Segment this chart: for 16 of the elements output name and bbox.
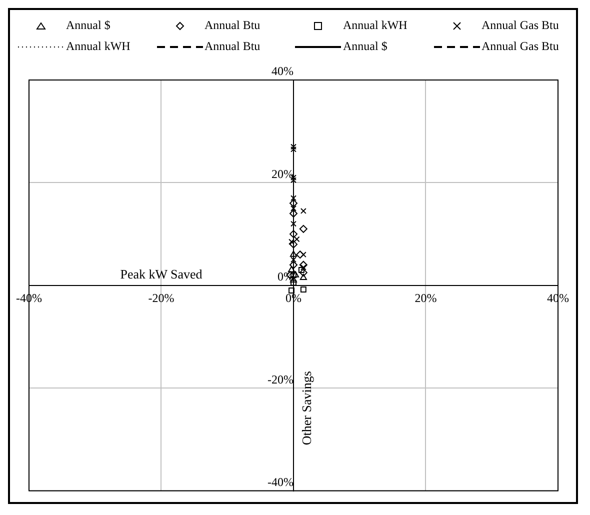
y-axis-title: Other Savings bbox=[298, 371, 314, 446]
legend-label: Annual $ bbox=[343, 39, 388, 54]
x-axis-title: Peak kW Saved bbox=[120, 266, 203, 282]
x-tick-label: 20% bbox=[414, 290, 437, 305]
legend-label: Annual Btu bbox=[204, 39, 260, 54]
y-tick-label: -40% bbox=[268, 474, 294, 489]
legend-label: Annual Gas Btu bbox=[482, 39, 559, 54]
legend-label: Annual kWH bbox=[66, 39, 130, 54]
legend-label: Annual Gas Btu bbox=[482, 18, 559, 33]
legend-label: Annual $ bbox=[66, 18, 110, 33]
legend-label: Annual Btu bbox=[204, 18, 260, 33]
y-tick-label: 20% bbox=[272, 166, 294, 181]
y-tick-label: -20% bbox=[268, 372, 294, 386]
legend-label: Annual kWH bbox=[343, 18, 408, 33]
x-tick-label: -20% bbox=[148, 290, 174, 305]
y-tick-label: 40% bbox=[272, 64, 294, 78]
